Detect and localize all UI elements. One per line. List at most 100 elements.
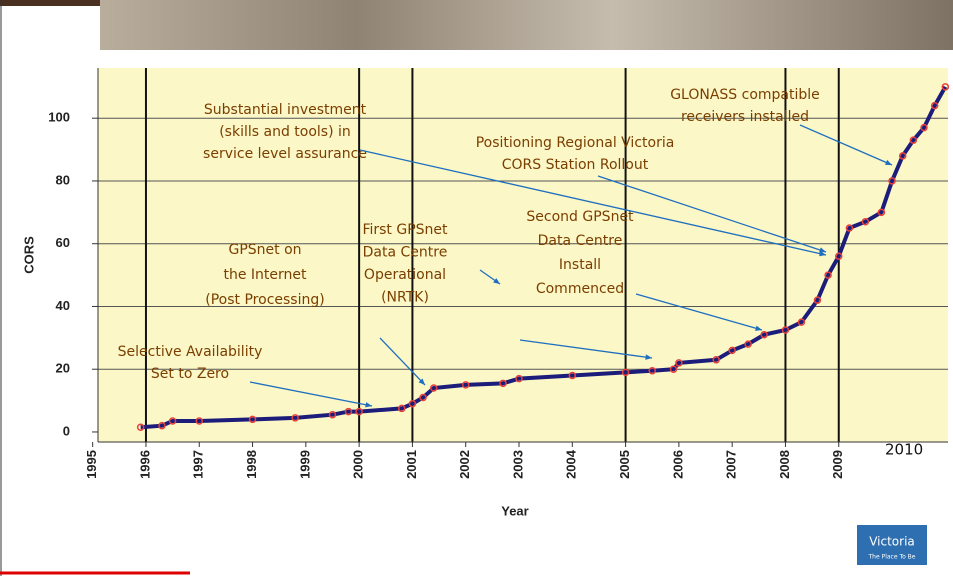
point (728, 346, 736, 355)
arrow-head (365, 402, 372, 408)
arrow (359, 149, 827, 256)
arrow (249, 381, 373, 407)
x-tick-label: 1998 (244, 450, 259, 479)
arrow (379, 337, 426, 386)
x-tick-label: 2002 (457, 450, 472, 479)
logo-tagline: The Place To Be (868, 554, 916, 561)
arrow (597, 175, 827, 253)
y-axis-label: CORS (21, 236, 36, 274)
point (877, 208, 886, 217)
x-tick-label: 2007 (724, 450, 739, 479)
point (845, 224, 854, 232)
arrow (519, 339, 653, 359)
annotation: the Internet (223, 267, 307, 283)
point (398, 404, 406, 413)
point (888, 177, 896, 185)
point (669, 365, 678, 373)
point (909, 136, 918, 144)
annotation: (skills and tools) in (219, 124, 351, 140)
arrow-head (493, 278, 500, 284)
x-axis-label: Year (501, 503, 528, 518)
point (429, 384, 438, 392)
y-tick-label: 0 (63, 423, 70, 438)
point (515, 374, 523, 383)
annotation: Second GPSnet (526, 209, 634, 225)
annotation: Set to Zero (151, 366, 229, 382)
annotation: Install (559, 257, 601, 273)
point (355, 407, 363, 416)
annotation: receivers installed (681, 109, 809, 125)
x-tick-label: 2005 (617, 450, 632, 479)
x-tick-label: 2008 (777, 450, 792, 479)
point (136, 423, 145, 432)
y-tick-label: 20 (56, 361, 70, 376)
point (499, 379, 507, 388)
point (712, 356, 720, 364)
annotation: Data Centre (363, 245, 448, 261)
x-tick-label: 2004 (564, 449, 579, 479)
annotation: Commenced (536, 281, 624, 297)
arrow-head (755, 325, 762, 331)
annotation: Data Centre (538, 233, 623, 249)
point (168, 417, 177, 425)
x-tick-label: 1996 (137, 450, 152, 479)
annotation: GLONASS compatible (670, 87, 820, 103)
point (419, 393, 427, 402)
annotation: Positioning Regional Victoria (476, 135, 675, 151)
annotation: Selective Availability (118, 344, 263, 360)
y-tick-label: 80 (56, 172, 70, 187)
y-tick-label: 60 (56, 235, 70, 250)
point (920, 123, 928, 132)
arrow (635, 293, 763, 331)
point (835, 252, 843, 261)
arrow (799, 124, 893, 166)
arrow-head (819, 247, 826, 253)
x-tick-label: 2000 (351, 450, 366, 479)
arrow-head (885, 159, 892, 165)
year-label: 2010 (885, 441, 923, 459)
x-tick-label: 1999 (297, 450, 312, 479)
point (291, 414, 299, 422)
point (461, 381, 470, 389)
point (898, 152, 907, 160)
x-tick-label: 2009 (830, 450, 845, 479)
point (941, 83, 950, 91)
arrow-head (418, 378, 425, 385)
corner-bar (0, 0, 100, 6)
series-line (140, 85, 948, 430)
point (158, 421, 166, 430)
point (648, 367, 656, 375)
banner (100, 0, 953, 50)
annotation: Operational (364, 267, 446, 283)
annotation: GPSnet on (228, 242, 301, 258)
annotation: Substantial investment (204, 102, 367, 118)
arrow-head (645, 354, 652, 360)
point (675, 359, 683, 367)
logo-name: Victoria (869, 535, 915, 549)
annotation: (NRTK) (381, 290, 429, 306)
x-tick-label: 1995 (84, 450, 99, 479)
point (621, 368, 630, 377)
point (568, 371, 577, 380)
annotation: (Post Processing) (205, 292, 324, 308)
point (744, 340, 752, 348)
point (195, 417, 204, 425)
point (248, 415, 257, 424)
point (760, 330, 768, 339)
point (781, 326, 790, 334)
point (861, 217, 870, 226)
x-tick-label: 2003 (510, 450, 525, 479)
point (930, 101, 939, 110)
y-tick-label: 40 (56, 298, 70, 313)
x-tick-label: 1997 (191, 450, 206, 479)
point (824, 271, 832, 279)
point (797, 318, 806, 326)
x-tick-label: 2001 (404, 450, 419, 479)
point (408, 399, 417, 408)
point (328, 410, 337, 419)
logo-box (857, 525, 927, 565)
y-tick-label: 100 (48, 110, 70, 125)
annotation: First GPSnet (362, 222, 448, 238)
point (813, 296, 822, 304)
